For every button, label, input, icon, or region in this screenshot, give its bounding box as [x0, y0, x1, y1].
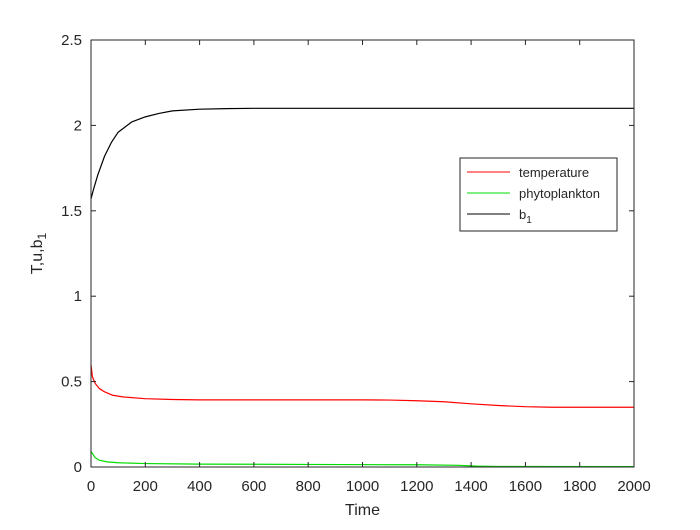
x-tick-label: 0: [87, 478, 95, 495]
y-tick-label: 0.5: [61, 374, 82, 391]
y-tick-label: 2.5: [61, 32, 82, 49]
y-tick-label: 1.5: [61, 203, 82, 220]
plot-area: [91, 40, 634, 467]
legend-label-temperature: temperature: [519, 165, 589, 180]
x-tick-label: 1400: [454, 478, 487, 495]
x-tick-label: 400: [187, 478, 212, 495]
y-tick-label: 1: [74, 288, 82, 305]
legend-label-b1: b1: [519, 207, 532, 226]
series-line-phytoplankton: [90, 451, 635, 468]
y-tick-label: 2: [74, 117, 82, 134]
legend: temperature phytoplankton b1: [459, 157, 618, 232]
x-tick-label: 2000: [617, 478, 650, 495]
x-tick-label: 1800: [563, 478, 596, 495]
tick-layer: 0 200 400 600 800 1000 1200 1400 1600 1800 2000 0 0.…: [61, 32, 651, 495]
series-line-b1: [90, 107, 634, 199]
y-axis-label-subscript: 1: [35, 233, 49, 240]
legend-label-b1-main: b: [519, 207, 526, 222]
x-tick-label: 800: [296, 478, 321, 495]
legend-box: [459, 157, 618, 232]
legend-label-b1-subscript: 1: [526, 215, 532, 226]
x-axis-label: Time: [345, 502, 380, 519]
y-axis-label-main: T,u,b: [29, 239, 46, 274]
x-tick-label: 1000: [346, 478, 379, 495]
series-layer: [90, 107, 635, 468]
x-tick-label: 1600: [509, 478, 542, 495]
x-tick-label: 200: [133, 478, 158, 495]
legend-label-phytoplankton: phytoplankton: [519, 186, 600, 201]
x-tick-label: 600: [241, 478, 266, 495]
x-tick-label: 1200: [400, 478, 433, 495]
series-line-temperature: [90, 364, 634, 408]
y-tick-label: 0: [74, 459, 82, 476]
y-axis-label: T,u,b1: [29, 233, 49, 275]
